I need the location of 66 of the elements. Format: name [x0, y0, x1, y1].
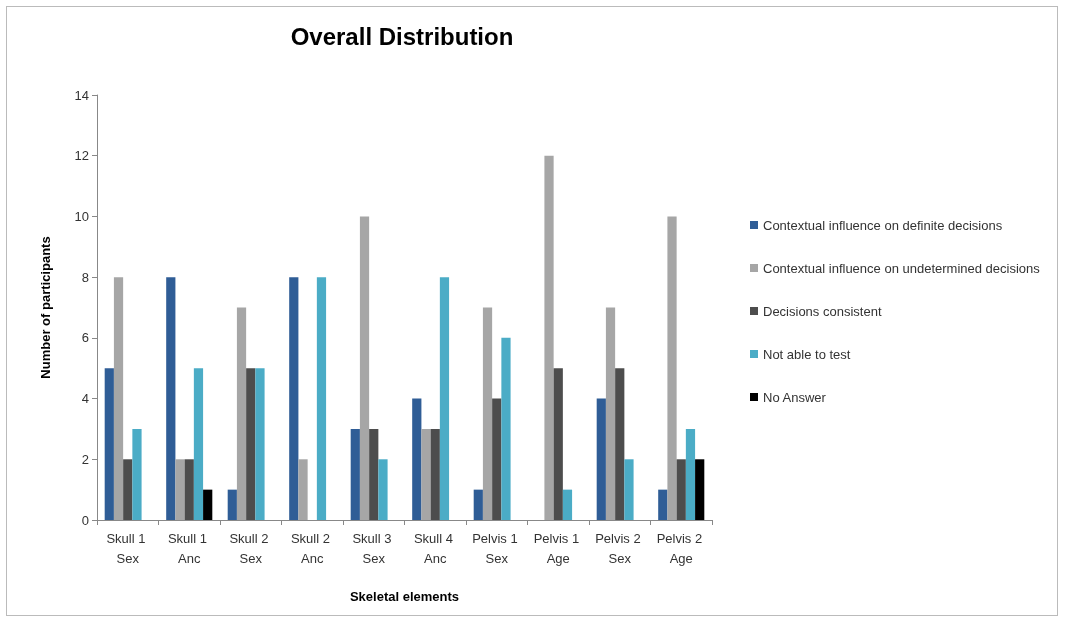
- bar: [544, 155, 554, 520]
- bar: [624, 459, 634, 520]
- bar: [492, 398, 502, 520]
- x-tick-label: Skull 2 Sex: [229, 530, 273, 566]
- y-tick-label: 4: [81, 391, 89, 407]
- bar: [184, 459, 194, 520]
- bar: [175, 459, 185, 520]
- bar: [359, 216, 370, 520]
- bar: [166, 277, 176, 520]
- x-tick-label: Skull 1 Anc: [167, 530, 211, 566]
- bar: [596, 398, 606, 520]
- bar: [553, 368, 563, 520]
- bar: [412, 398, 422, 520]
- x-axis-title: Skeletal elements: [349, 589, 460, 604]
- x-tick-label: Pelvis 1 Sex: [472, 530, 522, 566]
- x-tick-label: Pelvis 2 Sex: [595, 530, 645, 566]
- bar: [289, 277, 299, 520]
- bar: [667, 216, 677, 520]
- x-tick-label: Skull 1 Sex: [106, 530, 150, 566]
- bar: [439, 277, 450, 520]
- y-tick-label: 8: [81, 269, 89, 285]
- bar: [605, 307, 616, 520]
- x-tick-label: Skull 2 Anc: [290, 530, 334, 566]
- legend-label: Decisions consistent: [763, 303, 882, 319]
- bar: [501, 337, 511, 520]
- bar: [227, 489, 237, 520]
- bar: [350, 428, 360, 520]
- y-tick-label: 2: [81, 451, 89, 467]
- bar: [685, 428, 696, 520]
- bar: [658, 489, 668, 520]
- x-tick-label: Pelvis 2 Age: [656, 530, 706, 566]
- bar: [562, 489, 573, 520]
- bar: [369, 428, 379, 520]
- bar: [203, 489, 213, 520]
- bar: [113, 277, 124, 520]
- legend-label: Not able to test: [763, 346, 851, 362]
- y-tick-label: 10: [74, 208, 89, 224]
- x-tick-label: Skull 4 Anc: [413, 530, 457, 566]
- bar: [123, 459, 133, 520]
- y-tick-label: 6: [81, 330, 89, 346]
- x-tick-label: Skull 3 Sex: [352, 530, 396, 566]
- bar: [473, 489, 483, 520]
- bar: [255, 368, 265, 520]
- bar: [676, 459, 686, 520]
- legend-label: Contextual influence on undetermined decisions: [763, 260, 1041, 276]
- bar: [193, 368, 204, 520]
- bar: [378, 459, 388, 520]
- y-tick-label: 14: [74, 87, 89, 103]
- bar: [246, 368, 256, 520]
- bar: [695, 459, 705, 520]
- x-tick-label: Pelvis 1 Age: [533, 530, 583, 566]
- legend-label: Contextual influence on definite decisions: [763, 217, 1003, 233]
- bar: [316, 277, 327, 520]
- bar: [421, 428, 431, 520]
- bar: [132, 428, 142, 520]
- bar: [298, 459, 308, 520]
- bar: [482, 307, 493, 520]
- legend-label: No Answer: [763, 389, 827, 405]
- chart-title: Overall Distribution: [290, 22, 514, 50]
- bar: [615, 368, 625, 520]
- y-tick-label: 12: [74, 148, 89, 164]
- bar: [430, 428, 440, 520]
- y-axis-title: Number of participants: [38, 236, 53, 379]
- bar: [236, 307, 247, 520]
- y-tick-label: 0: [81, 512, 89, 528]
- bar: [104, 368, 114, 520]
